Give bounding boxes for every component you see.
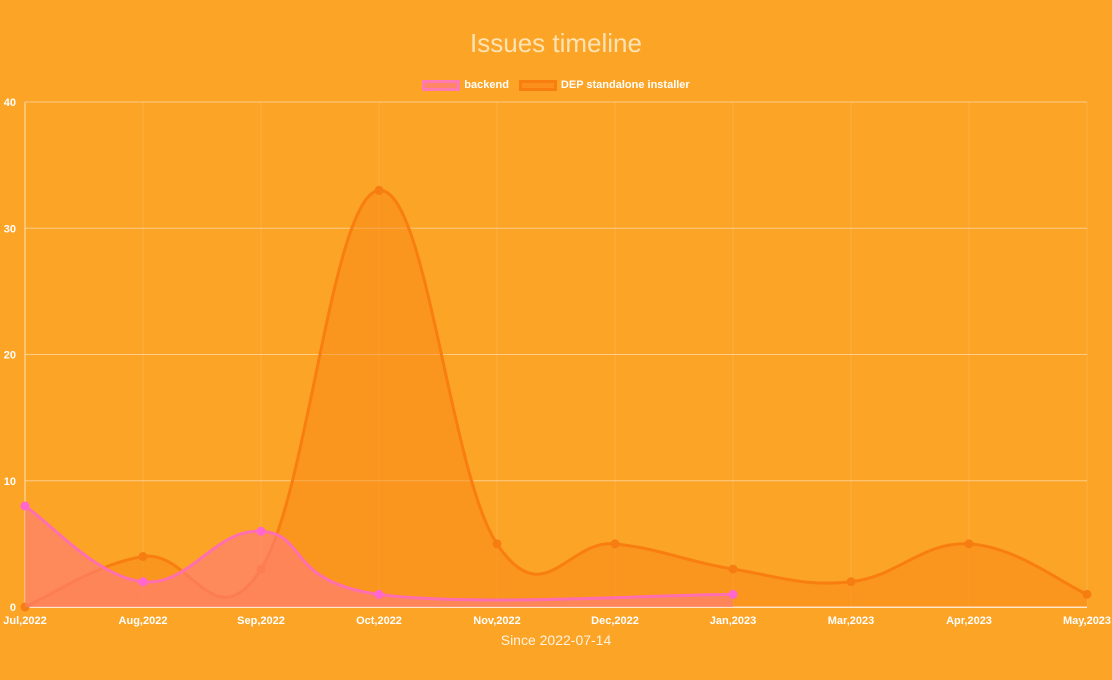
data-point-backend [138,577,148,587]
legend-item-backend[interactable]: backend [422,79,509,91]
legend: backend DEP standalone installer [0,79,1112,91]
legend-label-dep-installer: DEP standalone installer [560,79,690,91]
data-point-dep-installer [964,539,974,549]
data-point-dep-installer [846,577,856,587]
x-tick-label: Oct,2022 [356,615,402,627]
chart-title: Issues timeline [470,28,642,58]
x-tick-label: Sep,2022 [237,615,285,627]
x-tick-label: May,2023 [1063,615,1111,627]
x-axis-label: Since 2022-07-14 [500,632,612,648]
series-area-dep-installer [25,190,1087,607]
series-area-backend [25,506,733,607]
y-tick-label: 10 [4,476,16,488]
y-tick-label: 0 [10,602,16,614]
data-point-backend [728,589,738,599]
legend-label-backend: backend [464,79,509,91]
x-tick-label: Jan,2023 [710,615,756,627]
data-point-backend [256,526,266,536]
data-point-dep-installer [1082,589,1092,599]
data-point-backend [20,501,30,511]
series-line-backend [24,504,734,602]
x-tick-label: Nov,2022 [473,615,521,627]
legend-swatch-dep-installer [518,79,557,91]
x-tick-label: Jul,2022 [3,615,46,627]
y-tick-label: 30 [4,223,16,235]
data-point-dep-installer [374,185,384,195]
y-tick-label: 20 [4,350,16,362]
data-point-dep-installer [728,564,738,574]
data-point-dep-installer [138,552,148,561]
x-tick-label: Mar,2023 [828,615,874,627]
y-tick-label: 40 [4,97,16,109]
x-tick-label: Dec,2022 [591,615,639,627]
series-line-dep-installer [24,188,1088,609]
data-point-dep-installer [610,539,620,549]
data-point-backend [374,589,384,599]
x-tick-label: Apr,2023 [946,615,992,627]
data-point-dep-installer [492,539,502,549]
legend-item-dep-installer[interactable]: DEP standalone installer [518,79,690,91]
legend-swatch-backend [422,79,461,91]
x-tick-label: Aug,2022 [119,615,168,627]
